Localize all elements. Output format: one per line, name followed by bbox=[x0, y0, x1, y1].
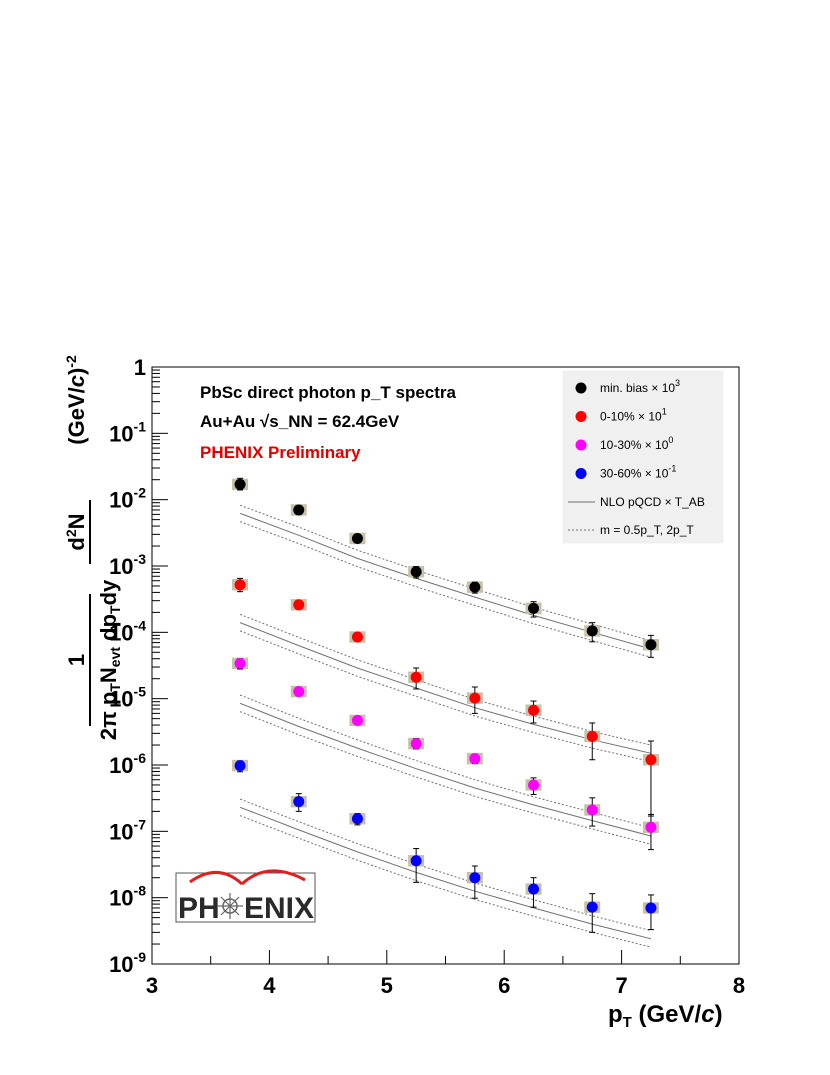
data-point bbox=[528, 602, 540, 614]
data-point bbox=[234, 760, 246, 772]
theory-scale-curve bbox=[239, 504, 652, 642]
legend-label: 30-60% × 10-1 bbox=[600, 464, 676, 481]
y-tick-label: 10-1 bbox=[109, 418, 146, 446]
y-tick-label: 10-2 bbox=[109, 485, 146, 513]
legend-box bbox=[562, 370, 724, 544]
y-tick-label: 10-7 bbox=[109, 816, 146, 844]
legend-label: 0-10% × 101 bbox=[600, 407, 667, 424]
x-tick-label: 6 bbox=[498, 973, 510, 998]
data-point bbox=[410, 566, 422, 578]
statistical-error-bars bbox=[237, 477, 654, 933]
data-point bbox=[645, 639, 657, 651]
theory-scale-curve bbox=[239, 815, 652, 948]
data-point bbox=[586, 901, 598, 913]
x-axis-title: pT (GeV/c) bbox=[608, 1001, 723, 1031]
data-point bbox=[586, 730, 598, 742]
x-tick-label: 8 bbox=[733, 973, 745, 998]
data-points bbox=[234, 478, 657, 914]
theory-scale-curve bbox=[239, 630, 652, 763]
y-tick-label: 1 bbox=[134, 355, 146, 380]
x-tick-label: 7 bbox=[615, 973, 627, 998]
chart-subtitle: Au+Au √s_NN = 62.4GeV bbox=[200, 412, 400, 431]
x-tick-label: 3 bbox=[146, 973, 158, 998]
data-point bbox=[293, 599, 305, 611]
data-point bbox=[528, 779, 540, 791]
legend-marker bbox=[575, 439, 587, 451]
legend-label: min. bias × 103 bbox=[600, 378, 680, 395]
y-tick-label: 10-6 bbox=[109, 750, 146, 778]
data-point bbox=[469, 692, 481, 704]
legend-marker bbox=[575, 411, 587, 422]
logo-star-icon bbox=[217, 893, 243, 919]
data-point bbox=[410, 855, 422, 867]
theory-central-curve bbox=[239, 806, 652, 940]
data-point bbox=[351, 532, 363, 544]
data-point bbox=[469, 753, 481, 765]
svg-text:(GeV/c)-2: (GeV/c)-2 bbox=[63, 355, 89, 445]
data-point bbox=[293, 504, 305, 516]
legend-marker bbox=[575, 382, 587, 394]
logo-arc-left bbox=[189, 871, 244, 886]
legend-marker bbox=[575, 468, 587, 479]
y-tick-label: 10-3 bbox=[109, 551, 146, 579]
data-point bbox=[469, 872, 481, 884]
axis-ticks: 3 4 5 6 7 810-910-810-710-610-510-410-310-210… bbox=[109, 355, 745, 998]
svg-text:d2N: d2N bbox=[63, 513, 89, 550]
data-point bbox=[351, 813, 363, 825]
data-point bbox=[410, 738, 422, 750]
y-tick-label: 10-9 bbox=[109, 949, 146, 977]
legend-theory-label: NLO pQCD × T_AB bbox=[600, 495, 705, 509]
data-point bbox=[351, 714, 363, 726]
data-point bbox=[234, 579, 246, 591]
theory-scale-curve bbox=[239, 521, 652, 658]
theory-central-curve bbox=[239, 702, 652, 837]
logo-arc-right bbox=[240, 869, 306, 886]
theory-scale-curve bbox=[239, 613, 652, 746]
x-tick-label: 4 bbox=[263, 973, 276, 998]
data-point bbox=[645, 821, 657, 833]
legend-scale-label: m = 0.5p_T, 2p_T bbox=[600, 523, 694, 537]
data-point bbox=[469, 581, 481, 593]
x-tick-label: 5 bbox=[381, 973, 393, 998]
theory-scale-curve bbox=[239, 798, 652, 932]
legend-entries: min. bias × 103 0-10% × 101 10-30% × 100 30… bbox=[575, 378, 680, 481]
data-point bbox=[528, 704, 540, 716]
y-tick-label: 10-8 bbox=[109, 883, 146, 911]
logo-text-right: ENIX bbox=[244, 892, 314, 925]
data-point bbox=[645, 902, 657, 914]
y-tick-label: 10-5 bbox=[109, 684, 146, 712]
theory-central-curve bbox=[239, 622, 652, 754]
y-tick-label: 10-4 bbox=[109, 617, 146, 645]
data-point bbox=[351, 631, 363, 643]
chart-title: PbSc direct photon p_T spectra bbox=[200, 383, 457, 402]
data-point bbox=[410, 671, 422, 683]
data-point bbox=[528, 883, 540, 895]
y-axis-title: 1 2π pTNevt dpTdy d2N (GeV/c)-2 bbox=[63, 355, 123, 740]
data-point bbox=[586, 625, 598, 637]
theory-central-curve bbox=[239, 512, 652, 650]
data-point bbox=[645, 754, 657, 766]
theory-curves bbox=[239, 504, 652, 948]
data-point bbox=[293, 686, 305, 698]
legend-label: 10-30% × 100 bbox=[600, 435, 673, 452]
svg-text:2π pTNevt dpTdy: 2π pTNevt dpTdy bbox=[96, 579, 123, 740]
svg-text:pT (GeV/c): pT (GeV/c) bbox=[608, 1001, 723, 1031]
data-point bbox=[234, 657, 246, 669]
legend: min. bias × 103 0-10% × 101 10-30% × 100 30… bbox=[562, 370, 724, 544]
data-point bbox=[234, 478, 246, 490]
data-point bbox=[293, 796, 305, 808]
preliminary-label: PHENIX Preliminary bbox=[200, 443, 361, 462]
data-point bbox=[586, 804, 598, 816]
phenix-logo: PH ENIX bbox=[175, 869, 316, 925]
svg-text:1: 1 bbox=[64, 654, 89, 666]
theory-scale-curve bbox=[239, 711, 652, 845]
logo-text-left: PH bbox=[178, 892, 220, 925]
theory-scale-curve bbox=[239, 694, 652, 829]
